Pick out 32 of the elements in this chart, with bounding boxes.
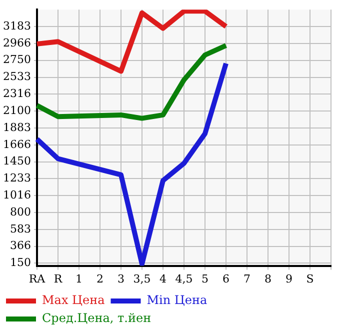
y-tick-label: 366 [10,239,31,252]
legend-label: Max Цена [42,293,105,308]
y-tick-label: 1450 [2,154,31,168]
x-tick-label: 3 [117,272,124,286]
x-tick-label: 3,5 [133,272,151,286]
y-tick-label: 1666 [2,138,31,151]
x-tick-label: R [54,272,63,286]
x-tick-label: 5 [201,272,208,286]
x-tick-label: 4,5 [175,272,193,286]
y-tick-label: 3183 [2,19,31,32]
x-tick-label: 8 [264,272,272,286]
x-tick-label: 9 [286,272,292,286]
y-tick-label: 150 [10,256,31,270]
y-tick-label: 2533 [2,70,31,84]
y-tick-label: 2100 [2,104,31,117]
y-tick-label: 1883 [2,120,31,134]
x-tick-label: 7 [244,272,250,286]
y-tick-label: 800 [10,205,31,218]
x-tick-label: RA [28,272,46,286]
y-tick-label: 1233 [2,172,31,185]
x-tick-label: 6 [222,272,230,286]
legend-label: Сред.Цена, т.йен [42,311,152,326]
y-tick-label: 1016 [2,188,31,202]
x-tick-label: S [306,272,314,286]
y-tick-label: 2316 [2,87,31,100]
x-tick-label: 4 [159,272,166,286]
y-tick-label: 583 [10,222,31,236]
legend-label: Min Цена [146,293,208,308]
x-tick-label: 2 [96,272,104,286]
y-tick-label: 2750 [2,53,31,66]
x-tick-label: 1 [75,272,82,286]
y-tick-label: 2966 [2,36,31,50]
